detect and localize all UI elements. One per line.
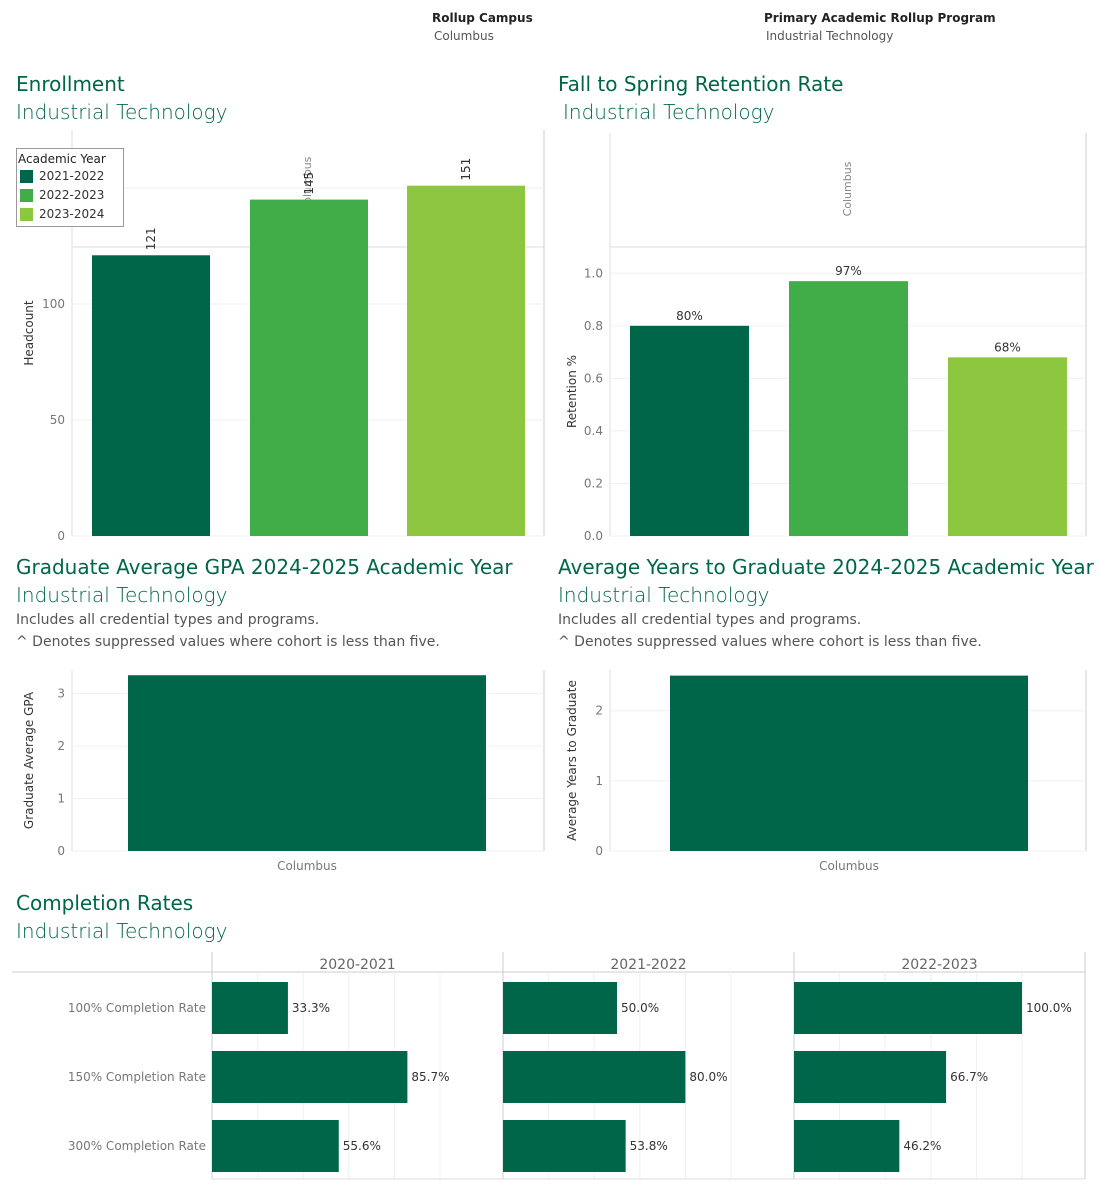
legend-swatch-light — [20, 207, 33, 221]
bar-value-label: 2.5 — [839, 670, 858, 673]
bar — [212, 982, 288, 1034]
legend-item[interactable]: 2023-2024 — [17, 207, 123, 221]
y-tick-label: 1 — [595, 774, 603, 788]
enrollment-chart: Columbus050100150Headcount121145151 — [22, 130, 545, 543]
enrollment-subtitle: Industrial Technology — [16, 100, 228, 124]
retention-title: Fall to Spring Retention Rate — [558, 72, 844, 96]
legend-label: 2023-2024 — [39, 207, 105, 221]
row-label: 100% Completion Rate — [68, 1001, 206, 1015]
bar — [92, 255, 210, 536]
y-tick-label: 0.0 — [584, 529, 603, 543]
panel-header-label: 2020-2021 — [319, 957, 395, 973]
y-axis-title: Graduate Average GPA — [22, 691, 36, 829]
bar — [503, 1051, 686, 1103]
bar-value-label: 53.8% — [630, 1139, 668, 1153]
bar-value-label: 121 — [144, 227, 158, 250]
bar — [630, 325, 749, 536]
legend-title: Academic Year — [18, 152, 106, 166]
academic-year-legend: Academic Year 2021-2022 2022-2023 2023-2… — [16, 148, 124, 227]
retention-chart: Columbus 0.0 0.2 0.4 0.6 0.8 1.0 Retention % 80%… — [565, 133, 1087, 543]
bar — [670, 675, 1028, 851]
years-note-suppressed: ^ Denotes suppressed values where cohort… — [558, 634, 982, 650]
bar — [503, 982, 617, 1034]
bar-value-label: 3.35 — [294, 670, 321, 672]
program-filter-value[interactable]: Industrial Technology — [766, 29, 894, 43]
bar — [128, 675, 486, 851]
enrollment-title: Enrollment — [16, 72, 125, 96]
y-axis-title: Retention % — [565, 355, 579, 428]
bar-value-label: 50.0% — [621, 1001, 659, 1015]
bar-value-label: 46.2% — [903, 1139, 941, 1153]
years-subtitle: Industrial Technology — [558, 583, 770, 607]
y-tick-label: 0 — [57, 844, 65, 858]
bar-value-label: 85.7% — [411, 1070, 449, 1084]
y-tick-label: 50 — [50, 413, 65, 427]
bar-value-label: 55.6% — [343, 1139, 381, 1153]
legend-swatch-mid — [20, 188, 33, 202]
legend-item[interactable]: 2021-2022 — [17, 169, 123, 183]
legend-label: 2021-2022 — [39, 169, 105, 183]
retention-subtitle: Industrial Technology — [563, 100, 775, 124]
y-tick-label: 3 — [57, 687, 65, 701]
gpa-note-credentials: Includes all credential types and progra… — [16, 612, 320, 628]
row-label: 300% Completion Rate — [68, 1139, 206, 1153]
y-axis-title: Average Years to Graduate — [565, 680, 579, 841]
bar-value-label: 97% — [835, 264, 862, 278]
bar — [948, 357, 1067, 536]
campus-filter-value[interactable]: Columbus — [434, 29, 494, 43]
y-tick-label: 100 — [42, 297, 65, 311]
y-tick-label: 0.8 — [584, 319, 603, 333]
bar-value-label: 145 — [302, 172, 316, 195]
y-tick-label: 1 — [57, 792, 65, 806]
y-tick-label: 0 — [595, 844, 603, 858]
years-note-credentials: Includes all credential types and progra… — [558, 612, 862, 628]
bar — [794, 1051, 947, 1103]
bar — [794, 1120, 900, 1172]
gpa-chart: 0 1 2 3 Graduate Average GPA 3.35 Columbus — [22, 670, 545, 873]
bar — [250, 199, 368, 536]
bar — [794, 982, 1022, 1034]
bar — [503, 1120, 626, 1172]
bar-value-label: 80.0% — [689, 1070, 727, 1084]
bar — [407, 185, 525, 536]
panel-header-label: Columbus — [301, 156, 314, 211]
bar-value-label: 33.3% — [292, 1001, 330, 1015]
bar — [789, 281, 908, 536]
years-title: Average Years to Graduate 2024-2025 Acad… — [558, 555, 1094, 579]
bar-value-label: 80% — [676, 309, 703, 323]
completion-subtitle: Industrial Technology — [16, 919, 228, 943]
panel-header-label: 2021-2022 — [610, 957, 686, 973]
row-label: 150% Completion Rate — [68, 1070, 206, 1084]
y-axis-title: Headcount — [22, 300, 36, 366]
legend-item[interactable]: 2022-2023 — [17, 188, 123, 202]
completion-title: Completion Rates — [16, 891, 194, 915]
legend-swatch-dark — [20, 169, 33, 183]
program-filter-label: Primary Academic Rollup Program — [764, 11, 996, 25]
years-chart: 0 1 2 Average Years to Graduate 2.5 Columbus — [565, 670, 1087, 873]
gpa-note-suppressed: ^ Denotes suppressed values where cohort… — [16, 634, 440, 650]
panel-header-label: 2022-2023 — [901, 957, 977, 973]
x-category-label: Columbus — [277, 859, 337, 873]
bar-value-label: 68% — [994, 340, 1021, 354]
gpa-title: Graduate Average GPA 2024-2025 Academic … — [16, 555, 513, 579]
bar-value-label: 66.7% — [950, 1070, 988, 1084]
y-tick-label: 2 — [595, 704, 603, 718]
y-tick-label: 1.0 — [584, 266, 603, 280]
campus-filter-label: Rollup Campus — [432, 11, 533, 25]
y-tick-label: 0.2 — [584, 476, 603, 490]
legend-label: 2022-2023 — [39, 188, 105, 202]
bar — [212, 1120, 339, 1172]
y-tick-label: 2 — [57, 739, 65, 753]
bar-value-label: 151 — [459, 158, 473, 181]
gpa-subtitle: Industrial Technology — [16, 583, 228, 607]
panel-header-label: Columbus — [841, 161, 854, 216]
y-tick-label: 0 — [57, 529, 65, 543]
completion-chart: 100% Completion Rate 150% Completion Rate… — [12, 952, 1086, 1180]
y-tick-label: 0.6 — [584, 371, 603, 385]
bar — [212, 1051, 408, 1103]
bar-value-label: 100.0% — [1026, 1001, 1072, 1015]
y-tick-label: 0.4 — [584, 424, 603, 438]
x-category-label: Columbus — [819, 859, 879, 873]
